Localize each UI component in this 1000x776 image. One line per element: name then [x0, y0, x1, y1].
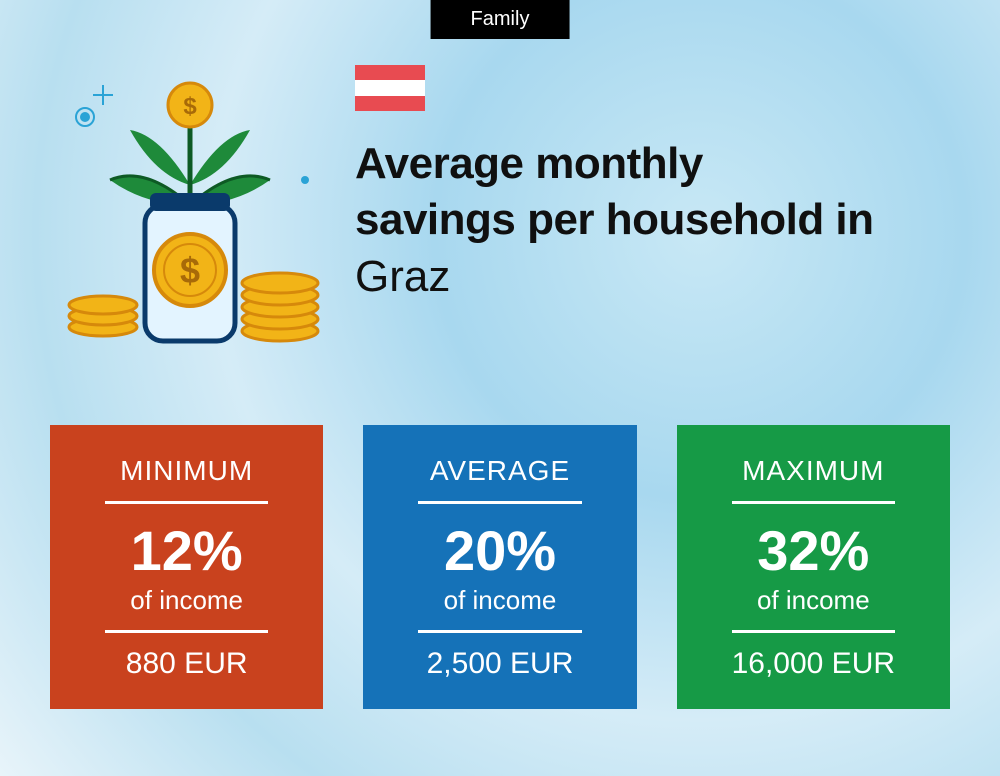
title-line-2: savings per household in — [355, 192, 874, 248]
category-badge: Family — [431, 0, 570, 39]
card-average: AVERAGE 20% of income 2,500 EUR — [363, 425, 636, 709]
coin-stack-left — [69, 296, 137, 336]
stat-cards: MINIMUM 12% of income 880 EUR AVERAGE 20… — [50, 425, 950, 709]
card-sub: of income — [697, 585, 930, 616]
card-maximum: MAXIMUM 32% of income 16,000 EUR — [677, 425, 950, 709]
svg-text:$: $ — [183, 93, 197, 120]
savings-illustration: $ $ — [55, 65, 325, 355]
card-amount: 2,500 EUR — [383, 647, 616, 681]
title-line-1: Average monthly — [355, 136, 874, 192]
divider — [418, 630, 581, 633]
austria-flag-icon — [355, 65, 425, 111]
card-percent: 12% — [70, 518, 303, 583]
card-minimum: MINIMUM 12% of income 880 EUR — [50, 425, 323, 709]
card-label: AVERAGE — [383, 455, 616, 487]
card-percent: 20% — [383, 518, 616, 583]
divider — [732, 630, 895, 633]
card-percent: 32% — [697, 518, 930, 583]
coin-stack-right — [242, 273, 318, 341]
svg-text:$: $ — [180, 250, 200, 291]
divider — [105, 501, 268, 504]
divider — [418, 501, 581, 504]
divider — [105, 630, 268, 633]
card-label: MINIMUM — [70, 455, 303, 487]
title-block: Average monthly savings per household in… — [355, 65, 874, 305]
title-city: Graz — [355, 249, 874, 305]
card-label: MAXIMUM — [697, 455, 930, 487]
divider — [732, 501, 895, 504]
hero-section: $ $ Average monthly savings per househol… — [55, 65, 945, 355]
card-sub: of income — [70, 585, 303, 616]
card-amount: 16,000 EUR — [697, 647, 930, 681]
card-sub: of income — [383, 585, 616, 616]
card-amount: 880 EUR — [70, 647, 303, 681]
